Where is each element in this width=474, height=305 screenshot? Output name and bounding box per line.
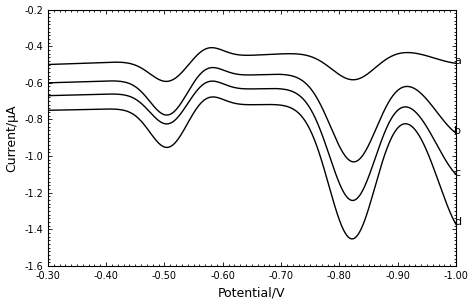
Y-axis label: Current/μA: Current/μA bbox=[6, 104, 18, 171]
Text: b: b bbox=[454, 126, 461, 136]
Text: d: d bbox=[454, 217, 461, 228]
Text: c: c bbox=[454, 167, 460, 178]
X-axis label: Potential/V: Potential/V bbox=[218, 286, 286, 300]
Text: a: a bbox=[454, 56, 461, 66]
